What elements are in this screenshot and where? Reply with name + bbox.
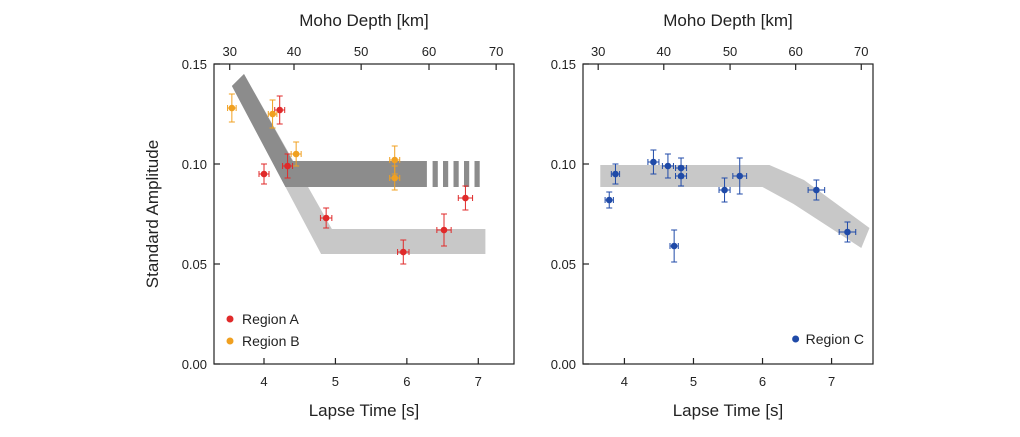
y-tick-label: 0.00: [551, 357, 576, 372]
trend-band-1: [231, 74, 427, 187]
top-tick-label: 70: [854, 44, 868, 59]
top-tick-label: 60: [422, 44, 436, 59]
top-tick-label: 50: [354, 44, 368, 59]
marker: [612, 170, 619, 178]
marker: [276, 106, 284, 114]
x-axis-title: Lapse Time [s]: [309, 401, 420, 420]
x-tick-label: 7: [828, 374, 835, 389]
marker: [284, 162, 291, 170]
data-point-region-c: [675, 165, 688, 187]
marker: [399, 248, 407, 256]
data-point-region-a: [274, 95, 286, 125]
plot-frame: [213, 63, 515, 365]
data-point-region-c: [732, 157, 748, 195]
y-tick-label: 0.05: [182, 257, 207, 272]
trend-band-0: [600, 165, 870, 248]
data-point-region-a: [282, 153, 294, 179]
data-point-region-a: [258, 163, 270, 185]
y-tick-label: 0.00: [182, 357, 207, 372]
data-point-region-b: [389, 165, 401, 191]
data-point-region-a: [436, 213, 452, 247]
chart-panel-right: 4 5 6 7 0.00 0.05 0.10 0.15 30 40 50 60 70 Lapse Time…: [551, 11, 874, 420]
trend-band-dash-3: [464, 161, 470, 187]
marker: [677, 172, 685, 180]
data-point-region-a: [457, 185, 474, 211]
legend-label: Region C: [806, 331, 864, 347]
x-tick-label: 7: [475, 374, 482, 389]
top-tick-label: 40: [287, 44, 301, 59]
marker: [440, 226, 448, 234]
top-axis-title: Moho Depth [km]: [663, 11, 792, 30]
trend-band-dash-0: [432, 161, 438, 187]
marker: [322, 214, 330, 222]
data-point-region-c: [669, 229, 679, 263]
marker: [670, 242, 678, 250]
top-tick-label: 30: [591, 44, 605, 59]
data-point-region-b: [227, 93, 237, 123]
top-tick-label: 30: [222, 44, 236, 59]
x-tick-label: 4: [260, 374, 267, 389]
y-tick-label: 0.10: [551, 157, 576, 172]
legend-label: Region B: [242, 333, 300, 349]
trend-band-dash-1: [443, 161, 449, 187]
data-point-region-c: [647, 149, 660, 175]
trend-band-dash-4: [474, 161, 480, 187]
legend-marker: [226, 315, 234, 323]
marker: [391, 156, 399, 164]
marker: [462, 194, 469, 202]
y-axis-title: Standard Amplitude: [143, 140, 162, 288]
data-point-region-c: [610, 163, 621, 185]
top-tick-label: 60: [788, 44, 802, 59]
data-point-region-c: [604, 191, 614, 209]
data-point-region-c: [718, 177, 731, 203]
y-tick-label: 0.05: [551, 257, 576, 272]
y-tick-label: 0.15: [182, 57, 207, 72]
top-tick-label: 50: [723, 44, 737, 59]
marker: [721, 186, 728, 194]
top-tick-label: 40: [657, 44, 671, 59]
legend-marker: [792, 335, 800, 343]
chart-panel-left: 4 5 6 7 0.00 0.05 0.10 0.15 30 40 50 60 70 Lapse Time…: [143, 11, 515, 420]
y-tick-label: 0.10: [182, 157, 207, 172]
marker: [391, 174, 399, 182]
x-tick-label: 4: [621, 374, 628, 389]
data-point-region-b: [290, 141, 302, 167]
marker: [269, 110, 276, 118]
marker: [228, 104, 236, 112]
legend-label: Region A: [242, 311, 299, 327]
x-tick-label: 6: [403, 374, 410, 389]
x-tick-label: 5: [690, 374, 697, 389]
top-tick-label: 70: [489, 44, 503, 59]
marker: [844, 228, 851, 236]
x-tick-label: 5: [332, 374, 339, 389]
plot-frame: [582, 63, 874, 365]
x-axis-title: Lapse Time [s]: [673, 401, 784, 420]
data-point-region-a: [397, 239, 410, 265]
y-tick-label: 0.15: [551, 57, 576, 72]
data-point-region-c: [838, 221, 857, 243]
marker: [605, 196, 613, 204]
marker: [813, 186, 820, 194]
data-point-region-c: [661, 153, 674, 179]
top-axis-title: Moho Depth [km]: [299, 11, 428, 30]
data-point-region-a: [319, 207, 333, 229]
trend-band-dash-2: [453, 161, 459, 187]
marker: [664, 162, 672, 170]
marker: [650, 158, 657, 166]
data-point-region-c: [807, 179, 826, 201]
legend-marker: [226, 337, 234, 345]
marker: [736, 172, 744, 180]
x-tick-label: 6: [759, 374, 766, 389]
marker: [292, 150, 300, 158]
data-point-region-b: [267, 99, 278, 129]
marker: [260, 170, 268, 178]
